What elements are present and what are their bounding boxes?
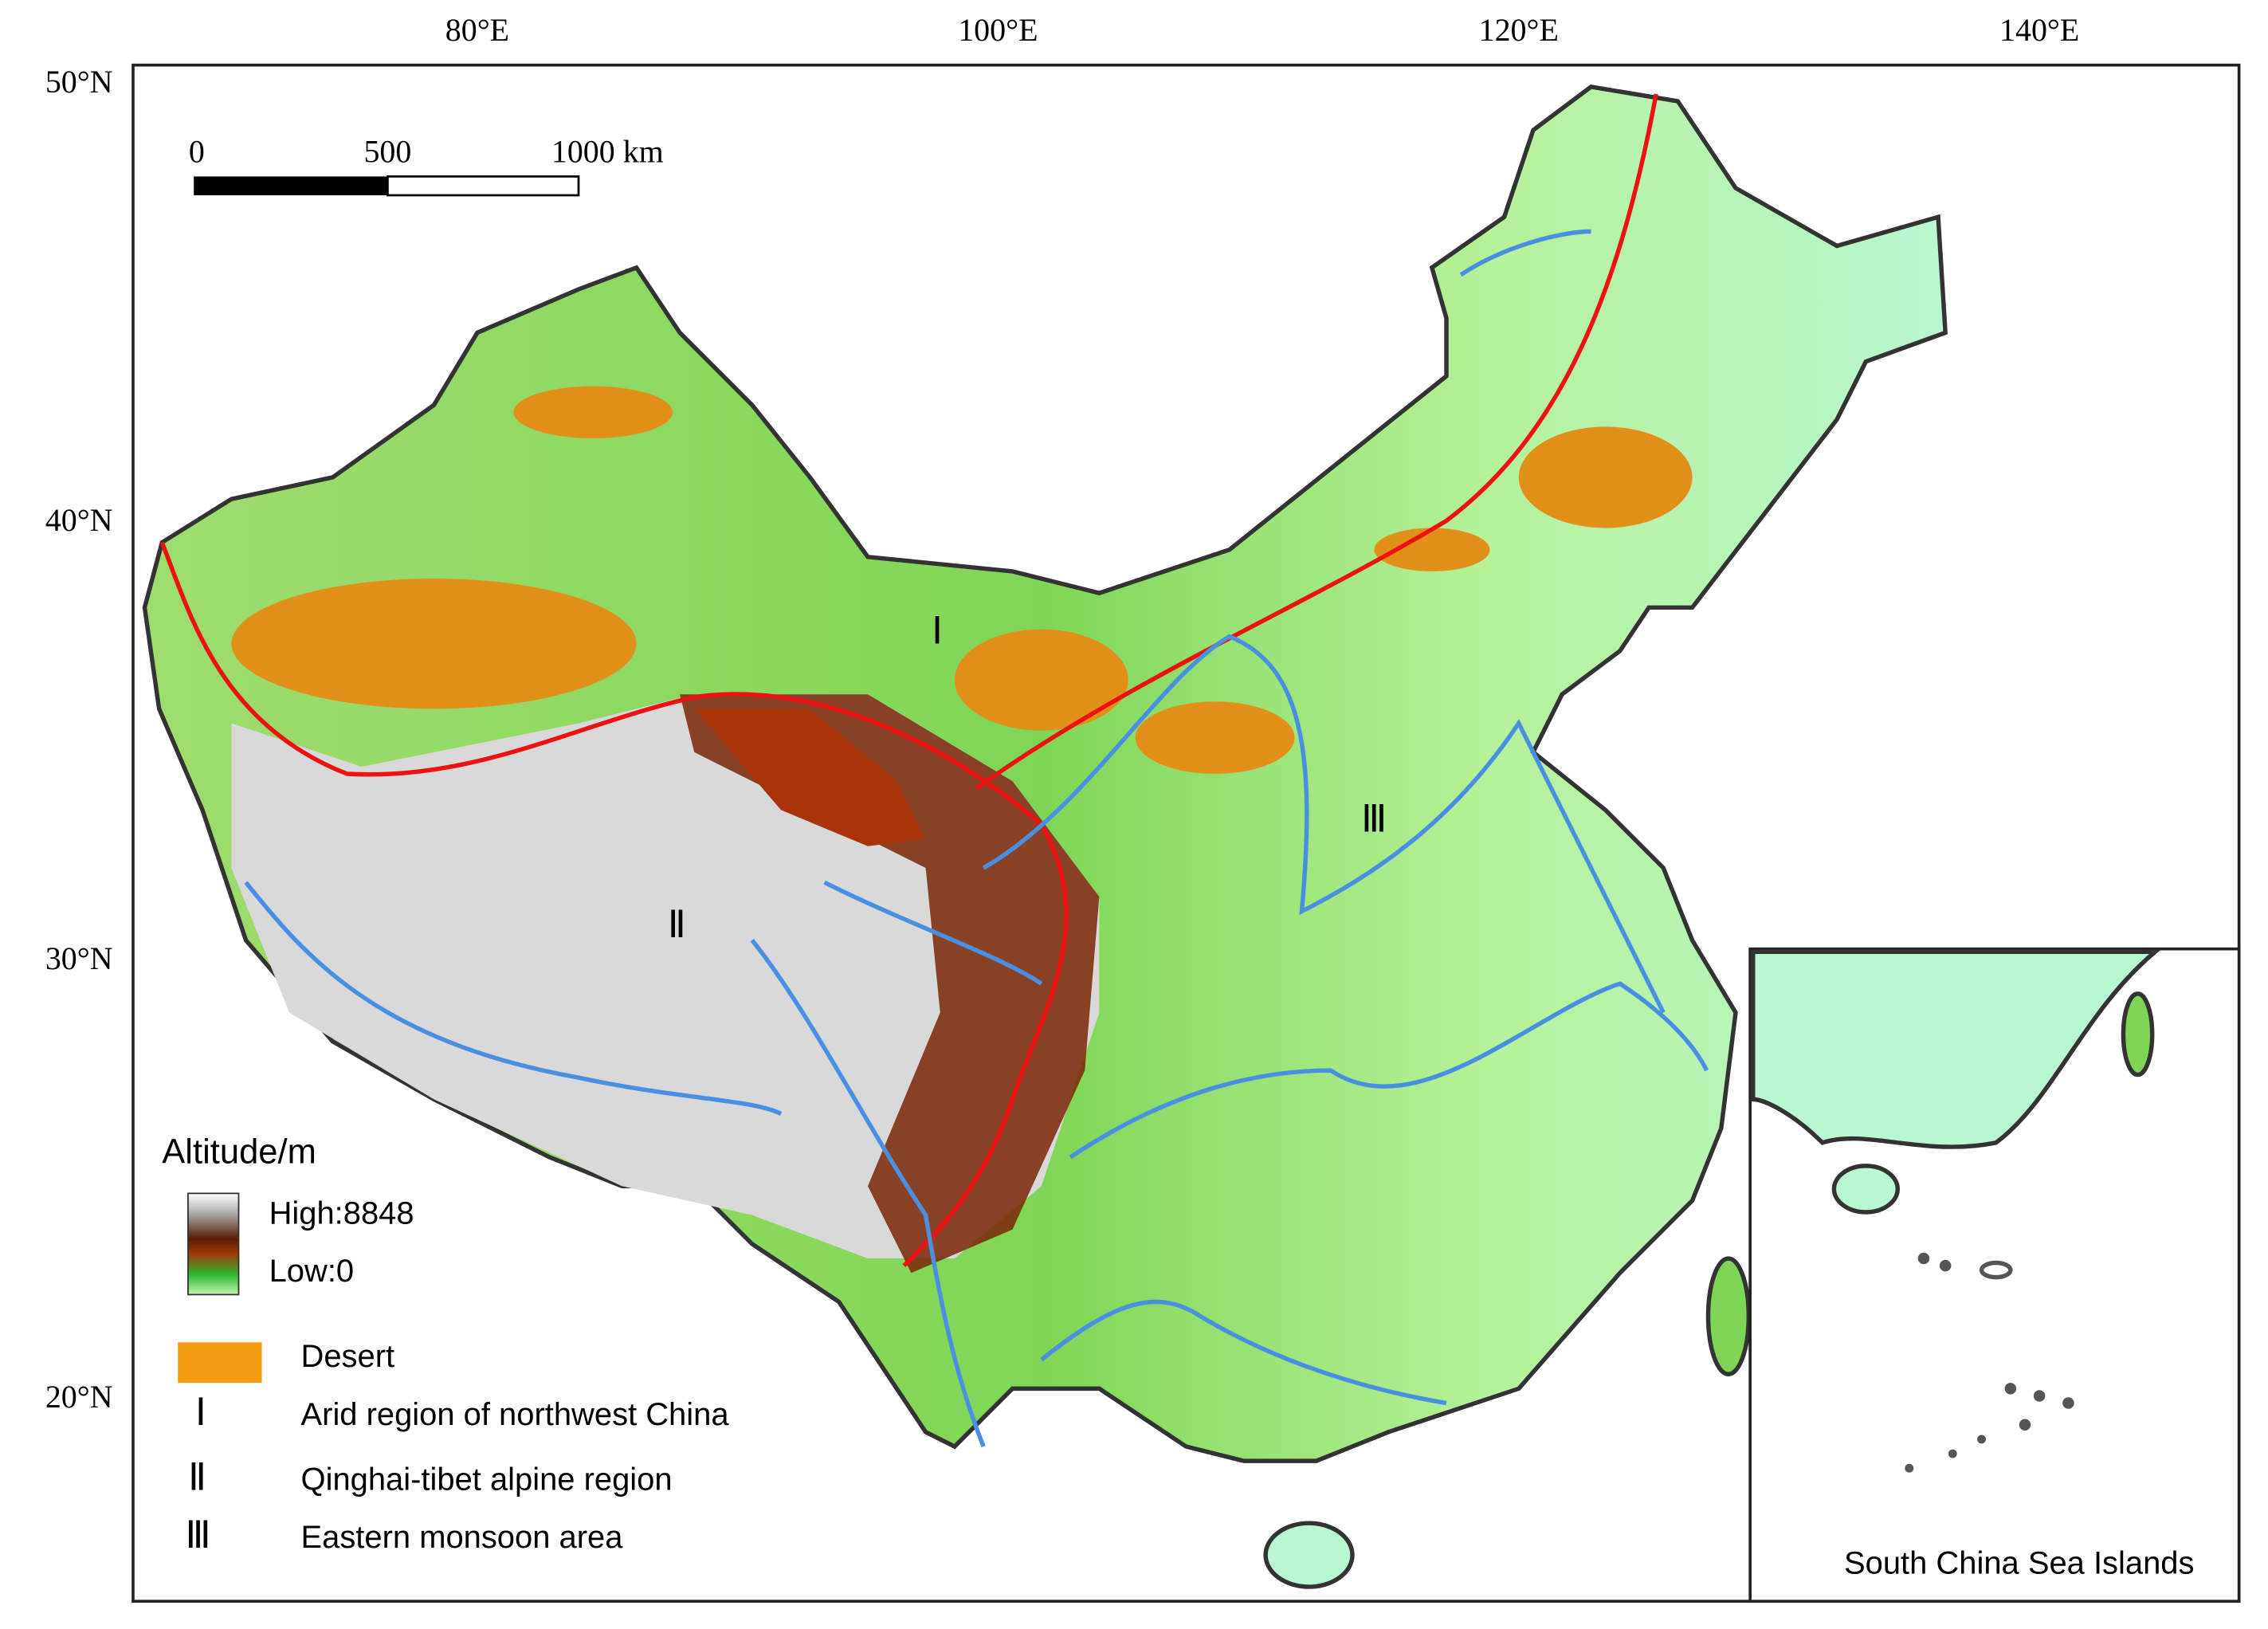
lat-label: 30°N [45,940,113,976]
inset-land [1751,949,2161,1149]
rivers [244,229,1709,1448]
legend-low: Low:0 [269,1254,355,1289]
legend-region-mark: Ⅱ [188,1457,206,1498]
lon-label: 140°E [1999,12,2079,48]
lat-label: 40°N [45,502,113,538]
region-label: Ⅰ [932,611,943,653]
lat-label: 20°N [45,1379,113,1415]
scale-bar: 0 500 1000 km [189,133,664,197]
legend-region-mark: Ⅰ [195,1392,206,1434]
legend-title: Altitude/m [162,1132,316,1171]
legend: Altitude/m High:8848 Low:0 Desert Ⅰ Arid… [162,1132,729,1556]
hainan [1263,1521,1355,1589]
inset-hainan [1831,1164,1901,1215]
region-label: Ⅲ [1361,799,1387,841]
altitude-ramp [187,1192,240,1296]
scale-label: 1000 km [551,133,664,169]
desert-swatch [178,1342,262,1384]
inset-label: South China Sea Islands [1844,1546,2194,1581]
scale-segment [194,176,388,196]
legend-region-text: Arid region of northwest China [301,1397,730,1432]
scale-label: 0 [189,133,205,169]
lon-label: 80°E [445,12,509,48]
inset-islands [1905,1252,2074,1473]
graticule-labels: 80°E 100°E 120°E 140°E 50°N 40°N 30°N 20… [45,12,2079,1415]
legend-high: High:8848 [269,1195,414,1231]
lat-label: 50°N [45,64,113,100]
scale-label: 500 [363,133,411,169]
legend-region-text: Qinghai-tibet alpine region [301,1462,673,1497]
inset-taiwan [2121,991,2155,1077]
lon-label: 120°E [1479,12,1559,48]
region-labels: Ⅰ Ⅱ Ⅲ [668,611,1387,946]
plateau-north [694,709,926,846]
region-boundary [159,93,1658,1268]
legend-region-mark: Ⅲ [185,1515,211,1556]
legend-desert: Desert [301,1339,395,1374]
scale-segment [387,175,580,197]
lon-label: 100°E [958,12,1038,48]
high-mountains [680,694,1100,1274]
taiwan [1705,1256,1752,1376]
region-label: Ⅱ [668,905,686,946]
deserts [231,386,1693,775]
legend-region-text: Eastern monsoon area [301,1520,624,1555]
